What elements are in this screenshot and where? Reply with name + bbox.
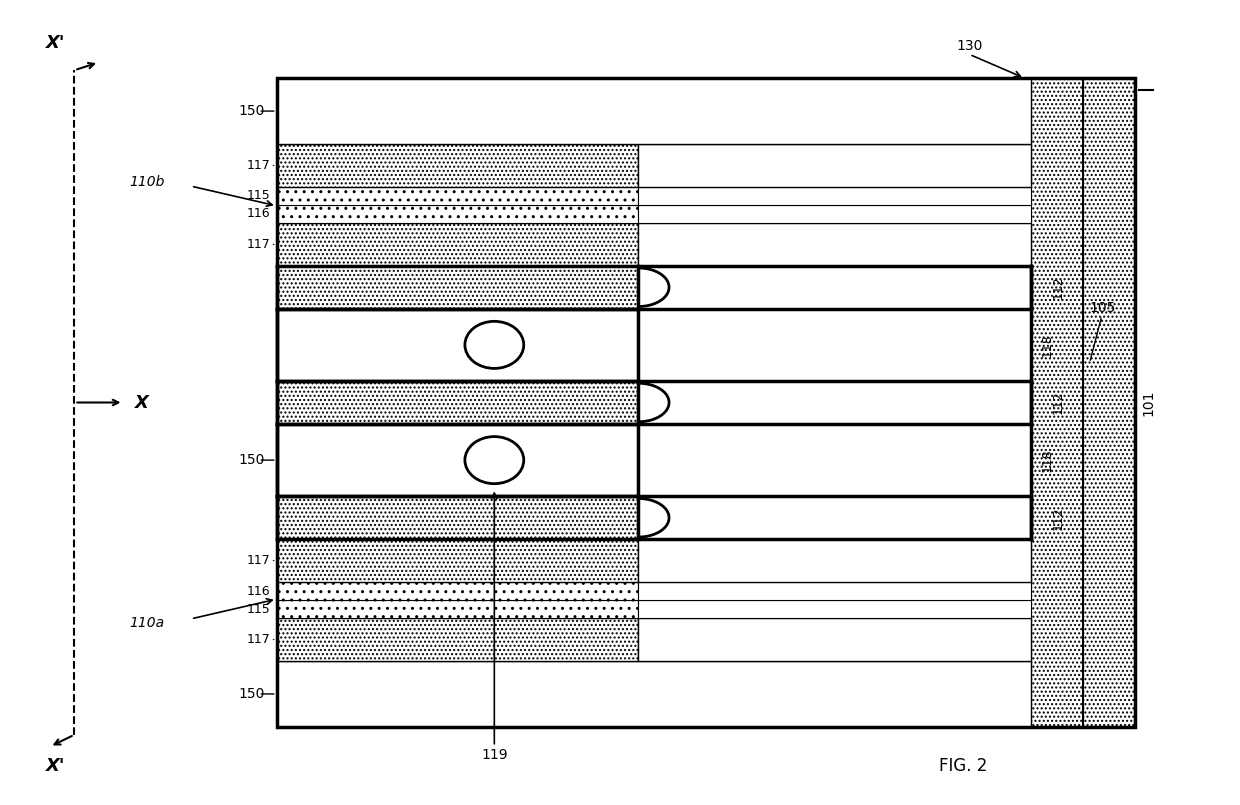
Text: 118: 118 xyxy=(1040,448,1053,472)
Bar xyxy=(639,381,1030,424)
Bar xyxy=(639,144,1030,187)
Text: 116: 116 xyxy=(247,208,270,221)
Text: 115: 115 xyxy=(247,603,270,616)
Text: 117: 117 xyxy=(247,633,270,646)
Text: 150: 150 xyxy=(238,104,264,118)
Bar xyxy=(277,424,639,497)
Bar xyxy=(639,187,1030,205)
Text: X': X' xyxy=(46,34,66,52)
Text: 117: 117 xyxy=(247,554,270,567)
Text: 105: 105 xyxy=(1090,300,1116,315)
Bar xyxy=(639,266,1030,308)
Text: 130: 130 xyxy=(956,39,982,53)
Bar xyxy=(277,223,639,266)
Bar xyxy=(639,497,1030,539)
Bar xyxy=(277,618,639,661)
Text: 117: 117 xyxy=(247,238,270,251)
Ellipse shape xyxy=(465,321,523,369)
Bar xyxy=(277,497,639,539)
Text: 112: 112 xyxy=(1052,506,1064,530)
Bar xyxy=(277,187,639,205)
Bar xyxy=(277,582,639,600)
Text: X: X xyxy=(135,394,149,411)
Text: 115: 115 xyxy=(247,189,270,202)
Polygon shape xyxy=(639,383,670,422)
Text: 150: 150 xyxy=(238,453,264,467)
Bar xyxy=(277,308,639,381)
Text: 150: 150 xyxy=(238,687,264,701)
Bar xyxy=(277,661,1030,727)
Bar xyxy=(639,618,1030,661)
Bar xyxy=(277,381,639,424)
Bar xyxy=(639,600,1030,618)
Bar xyxy=(639,223,1030,266)
Bar xyxy=(1030,78,1084,727)
Text: 118: 118 xyxy=(1040,333,1053,357)
Bar xyxy=(277,78,1135,727)
Bar xyxy=(1084,78,1135,727)
Text: 117: 117 xyxy=(247,159,270,172)
Bar xyxy=(639,424,1030,497)
Text: 119: 119 xyxy=(481,748,507,762)
Bar xyxy=(639,582,1030,600)
Bar xyxy=(277,266,639,308)
Bar xyxy=(277,600,639,618)
Text: 112: 112 xyxy=(1052,390,1064,415)
Bar xyxy=(639,308,1030,381)
Polygon shape xyxy=(639,498,670,537)
Text: FIG. 2: FIG. 2 xyxy=(939,758,987,775)
Bar xyxy=(639,205,1030,223)
Bar xyxy=(277,205,639,223)
Text: 110b: 110b xyxy=(129,175,165,189)
Text: X': X' xyxy=(46,758,66,775)
Text: 116: 116 xyxy=(247,584,270,597)
Ellipse shape xyxy=(465,436,523,484)
Bar xyxy=(277,78,1030,144)
Text: 112: 112 xyxy=(1052,275,1064,299)
Text: 101: 101 xyxy=(1141,390,1156,415)
Bar xyxy=(277,539,639,582)
Text: 110a: 110a xyxy=(129,616,165,630)
Polygon shape xyxy=(639,268,670,307)
Bar xyxy=(277,144,639,187)
Bar xyxy=(639,539,1030,582)
